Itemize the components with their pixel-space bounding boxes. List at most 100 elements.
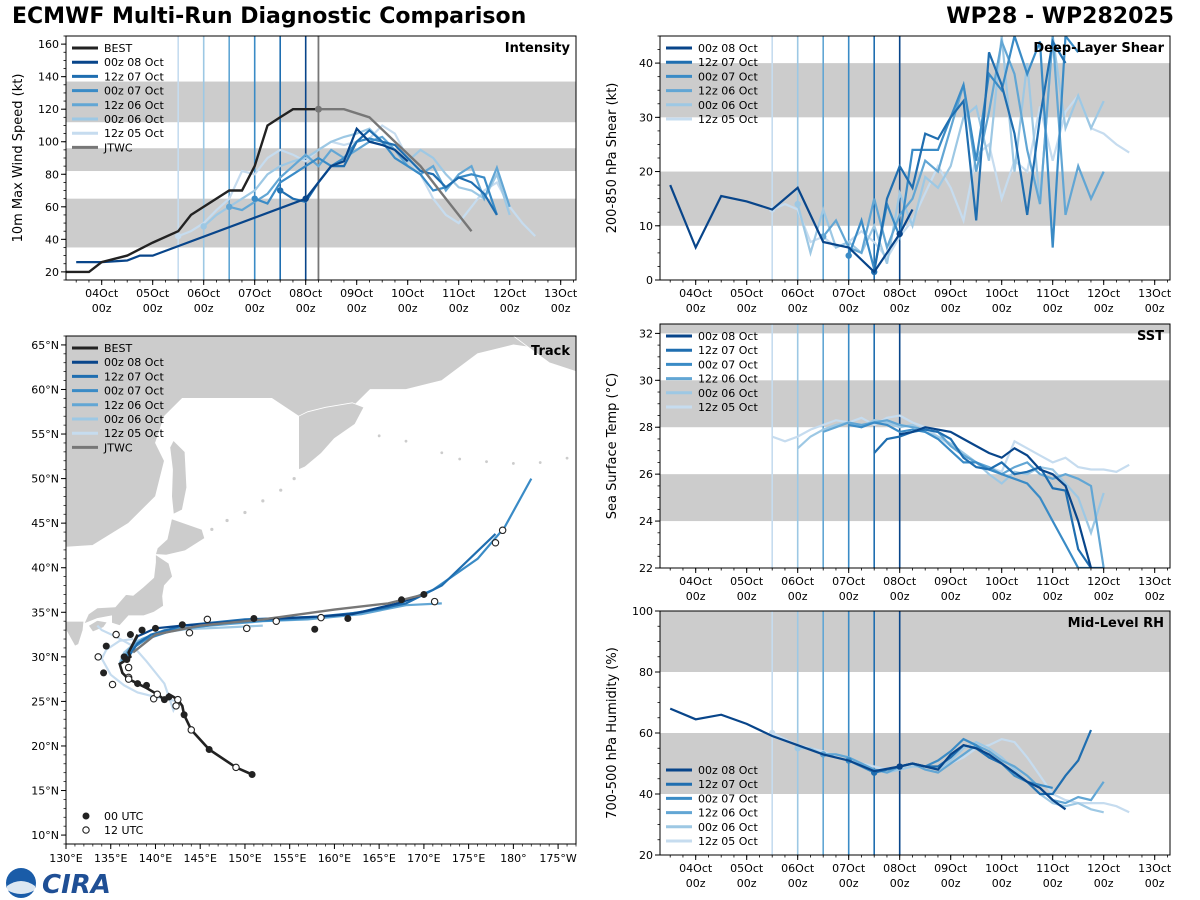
storm-id-title: WP28 - WP282025 xyxy=(946,4,1174,29)
track-point-00utc xyxy=(205,746,213,754)
kuril-island-shape xyxy=(210,527,214,531)
legend-label: 12z 07 Oct xyxy=(698,344,758,357)
legend-label: 12z 06 Oct xyxy=(104,99,164,112)
x-tick-sublabel: 00z xyxy=(992,302,1012,315)
legend-label: 00z 06 Oct xyxy=(104,113,164,126)
x-tick-sublabel: 00z xyxy=(92,302,112,315)
lon-tick-label: 160°E xyxy=(318,852,351,865)
shear-panel: 0 10 20 30 40 04Oct 00z 05Oct 00z 06Oct 00z 07Oct 00… xyxy=(605,35,1172,315)
x-tick-label: 09Oct xyxy=(934,287,968,300)
y-axis-label: 10m Max Wind Speed (kt) xyxy=(11,74,26,243)
track-point-12utc xyxy=(203,615,212,624)
aleutian-island-shape xyxy=(565,456,569,460)
x-tick-sublabel: 00z xyxy=(941,302,961,315)
x-tick-label: 12Oct xyxy=(1087,287,1121,300)
x-tick-sublabel: 00z xyxy=(551,302,571,315)
x-tick-sublabel: 00z xyxy=(1094,877,1114,890)
y-tick-label: 140 xyxy=(38,71,59,84)
legend-label: 00z 07 Oct xyxy=(698,358,758,371)
track-point-00utc xyxy=(138,626,146,634)
kuril-island-shape xyxy=(261,499,265,503)
kuril-island-shape xyxy=(292,476,296,481)
aleutian-island-shape xyxy=(404,439,408,443)
track-point-00utc xyxy=(178,621,186,629)
forecast-track-line xyxy=(127,533,497,658)
series-line xyxy=(796,36,1105,265)
x-tick-sublabel: 00z xyxy=(992,877,1012,890)
alaska-shape xyxy=(512,336,576,373)
x-tick-label: 05Oct xyxy=(136,287,170,300)
x-tick-sublabel: 00z xyxy=(839,302,859,315)
lon-tick-label: 140°E xyxy=(139,852,172,865)
y-tick-label: 20 xyxy=(45,266,59,279)
track-point-12utc xyxy=(172,702,180,710)
legend-label: 00z 08 Oct xyxy=(698,330,758,343)
x-tick-sublabel: 00z xyxy=(143,302,163,315)
y-tick-label: 22 xyxy=(639,562,653,575)
x-tick-label: 05Oct xyxy=(730,575,764,588)
x-tick-label: 12Oct xyxy=(1087,575,1121,588)
legend-label: 00z 08 Oct xyxy=(104,356,164,369)
x-tick-label: 10Oct xyxy=(391,287,425,300)
x-tick-label: 13Oct xyxy=(1138,862,1172,875)
x-tick-sublabel: 00z xyxy=(686,302,706,315)
rh-panel: 20 40 60 80 100 04Oct 00z 05Oct 00z 06Oct 00z 07Oct… xyxy=(605,605,1172,890)
legend-label: 12z 06 Oct xyxy=(104,399,164,412)
legend-label: BEST xyxy=(104,42,132,55)
legend-label: 12z 05 Oct xyxy=(104,127,164,140)
kuril-island-shape xyxy=(279,488,283,492)
x-tick-label: 13Oct xyxy=(544,287,578,300)
lat-tick-label: 20°N xyxy=(31,740,59,753)
track-point-00utc xyxy=(344,615,352,623)
legend-label: 12z 06 Oct xyxy=(698,373,758,386)
x-tick-label: 08Oct xyxy=(883,287,917,300)
x-tick-sublabel: 00z xyxy=(941,590,961,603)
lon-tick-label: 170°E xyxy=(407,852,440,865)
lat-tick-label: 10°N xyxy=(31,829,59,842)
plot-frame xyxy=(659,323,1171,569)
track-point-12utc xyxy=(185,629,194,637)
aleutian-island-shape xyxy=(458,457,462,461)
x-tick-label: 13Oct xyxy=(1138,287,1172,300)
lat-tick-label: 30°N xyxy=(31,651,59,664)
y-tick-label: 60 xyxy=(639,727,653,740)
x-tick-label: 08Oct xyxy=(883,575,917,588)
x-tick-label: 11Oct xyxy=(1036,575,1070,588)
x-tick-label: 06Oct xyxy=(781,575,815,588)
x-tick-label: 07Oct xyxy=(832,862,866,875)
lon-tick-label: 180° xyxy=(500,852,527,865)
track-point-00utc xyxy=(311,625,319,633)
series-init-point xyxy=(302,195,309,202)
x-tick-label: 09Oct xyxy=(934,862,968,875)
y-tick-label: 160 xyxy=(38,38,59,51)
cira-logo-text: CIRA xyxy=(42,870,111,900)
noaa-logo-wave xyxy=(7,881,35,894)
track-point-00utc xyxy=(248,770,256,778)
x-tick-sublabel: 00z xyxy=(398,302,418,315)
y-tick-label: 10 xyxy=(639,220,653,233)
track-point-00utc xyxy=(420,590,428,598)
legend-label-12utc: 12 UTC xyxy=(104,824,144,837)
aleutian-island-shape xyxy=(377,434,381,438)
y-tick-label: 26 xyxy=(639,468,653,481)
x-tick-label: 10Oct xyxy=(985,575,1019,588)
lat-tick-label: 55°N xyxy=(31,428,59,441)
lat-tick-label: 65°N xyxy=(31,339,59,352)
y-tick-label: 40 xyxy=(639,57,653,70)
korea-shape xyxy=(66,547,67,569)
legend-label: 00z 06 Oct xyxy=(698,99,758,112)
panel-title: SST xyxy=(1137,329,1164,344)
plot-area xyxy=(660,611,1170,855)
x-tick-sublabel: 00z xyxy=(1145,302,1165,315)
intensity-panel: 20 40 60 80 100 120 140 160 04Oct 00z 05Oct 00z 06Oc… xyxy=(11,35,578,315)
page-title: ECMWF Multi-Run Diagnostic Comparison xyxy=(12,4,527,29)
track-point-12utc xyxy=(174,695,182,704)
y-axis-label: 200-850 hPa Shear (kt) xyxy=(605,83,620,234)
lon-tick-label: 130°E xyxy=(49,852,82,865)
y-tick-label: 30 xyxy=(639,111,653,124)
x-tick-label: 06Oct xyxy=(781,287,815,300)
track-point-12utc xyxy=(112,630,120,639)
